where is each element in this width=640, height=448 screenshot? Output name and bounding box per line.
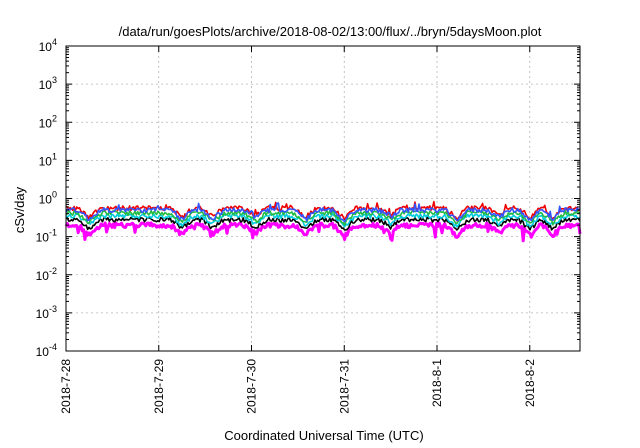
y-tick-label: 104 [39, 37, 57, 54]
y-axis: 10-4 10-3 10-2 10-1 100 101 102 103 104 [36, 37, 580, 359]
series-line [65, 209, 581, 226]
y-tick-label: 102 [39, 113, 57, 130]
x-tick-label: 2018-8-2 [523, 359, 537, 407]
x-tick-label: 2018-7-31 [337, 359, 351, 414]
series-line [64, 221, 582, 243]
y-tick-label: 10-4 [36, 342, 57, 359]
y-tick-label: 100 [39, 190, 57, 207]
chart-title: /data/run/goesPlots/archive/2018-08-02/1… [119, 24, 542, 39]
x-axis: 2018-7-28 2018-7-29 2018-7-30 2018-7-31 2018… [59, 46, 537, 414]
y-tick-label: 10-2 [36, 266, 57, 283]
series-layer [64, 200, 582, 243]
y-axis-label: cSv/day [12, 186, 27, 233]
y-tick-label: 10-3 [36, 304, 57, 321]
series-line [65, 202, 581, 223]
grid-lines [66, 46, 580, 351]
y-tick-label: 10-1 [36, 228, 57, 245]
x-tick-label: 2018-8-1 [430, 359, 444, 407]
series-line [65, 212, 581, 228]
x-tick-label: 2018-7-30 [245, 359, 259, 414]
series-line [65, 200, 581, 222]
y-tick-label: 103 [39, 75, 57, 92]
x-tick-label: 2018-7-28 [59, 359, 73, 414]
y-tick-label: 101 [39, 151, 57, 168]
x-tick-label: 2018-7-29 [152, 359, 166, 414]
x-axis-label: Coordinated Universal Time (UTC) [224, 428, 423, 443]
